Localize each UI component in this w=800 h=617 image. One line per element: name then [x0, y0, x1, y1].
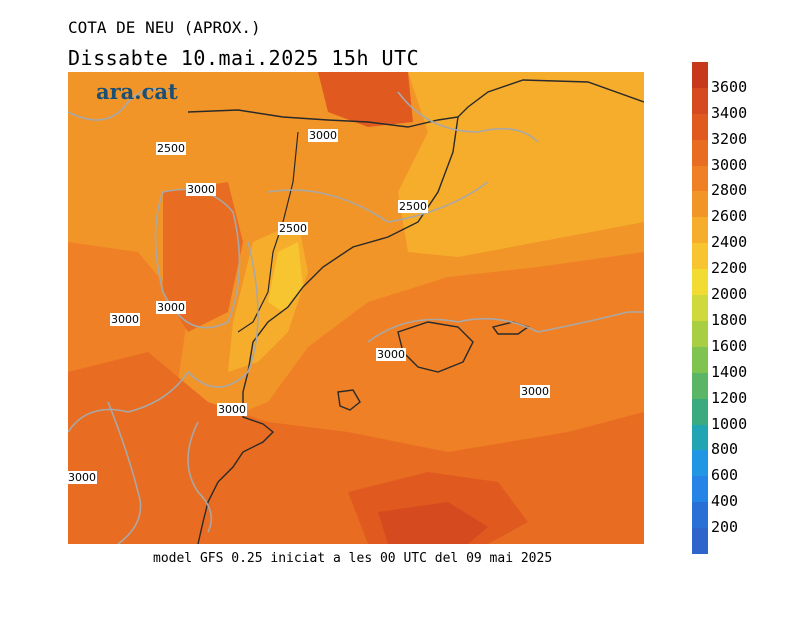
- color-scale-swatch: [692, 217, 708, 244]
- color-scale-label: 3400: [711, 103, 748, 122]
- contour-label: 3000: [187, 183, 215, 196]
- color-scale-label: 1000: [711, 414, 748, 433]
- color-scale-swatch: [692, 320, 708, 348]
- map-title: COTA DE NEU (APROX.): [68, 18, 261, 37]
- contour-label: 3000: [309, 129, 337, 142]
- contour-label: 2500: [399, 200, 427, 213]
- color-scale-swatch: [692, 139, 708, 167]
- color-scale-label: 1400: [711, 362, 748, 381]
- color-scale-label: 2600: [711, 207, 748, 226]
- color-scale-label: 3200: [711, 129, 748, 148]
- color-scale-swatch: [692, 346, 708, 374]
- color-scale-label: 600: [711, 466, 739, 485]
- color-scale-label: 1200: [711, 388, 748, 407]
- snow-level-map: 3000 2500 3000 2500 2500 3000 3000 3000 …: [68, 72, 644, 544]
- contour-label: 3000: [521, 385, 549, 398]
- contour-label: 2500: [279, 222, 307, 235]
- color-scale-label: 200: [711, 518, 739, 537]
- contour-label: 3000: [377, 348, 405, 361]
- color-scale-swatch: [692, 398, 708, 426]
- contour-label: 2500: [157, 142, 185, 155]
- color-scale-swatch: [692, 62, 708, 89]
- contour-label: 3000: [68, 471, 96, 484]
- color-scale-swatch: [692, 113, 708, 141]
- color-scale-swatch: [692, 269, 708, 296]
- color-scale-label: 1600: [711, 336, 748, 355]
- color-scale-label: 2000: [711, 285, 748, 304]
- contour-label: 3000: [111, 313, 139, 326]
- color-scale-bar: [692, 62, 708, 555]
- map-canvas: 3000 2500 3000 2500 2500 3000 3000 3000 …: [68, 72, 644, 544]
- color-scale-swatch: [692, 87, 708, 115]
- color-scale-swatch: [692, 502, 708, 529]
- color-scale-label: 400: [711, 492, 739, 511]
- color-scale-label: 2400: [711, 233, 748, 252]
- color-scale-swatch: [692, 450, 708, 477]
- color-scale-swatch: [692, 528, 708, 555]
- color-scale-label: 800: [711, 440, 739, 459]
- color-scale-label: 2200: [711, 259, 748, 278]
- contour-label: 3000: [157, 301, 185, 314]
- color-scale-swatch: [692, 191, 708, 218]
- map-date-subtitle: Dissabte 10.mai.2025 15h UTC: [68, 46, 420, 70]
- model-run-caption: model GFS 0.25 iniciat a les 00 UTC del …: [153, 551, 553, 566]
- contour-label: 3000: [218, 403, 246, 416]
- color-scale-label: 3000: [711, 155, 748, 174]
- color-scale-swatch: [692, 165, 708, 192]
- color-scale-label: 3600: [711, 77, 748, 96]
- color-scale-swatch: [692, 295, 708, 322]
- color-scale-swatch: [692, 424, 708, 451]
- brand-logo: ara.cat: [96, 79, 178, 104]
- color-scale-swatch: [692, 476, 708, 503]
- color-scale-swatch: [692, 243, 708, 270]
- color-scale-swatch: [692, 372, 708, 400]
- color-scale-label: 2800: [711, 181, 748, 200]
- color-scale-label: 1800: [711, 310, 748, 329]
